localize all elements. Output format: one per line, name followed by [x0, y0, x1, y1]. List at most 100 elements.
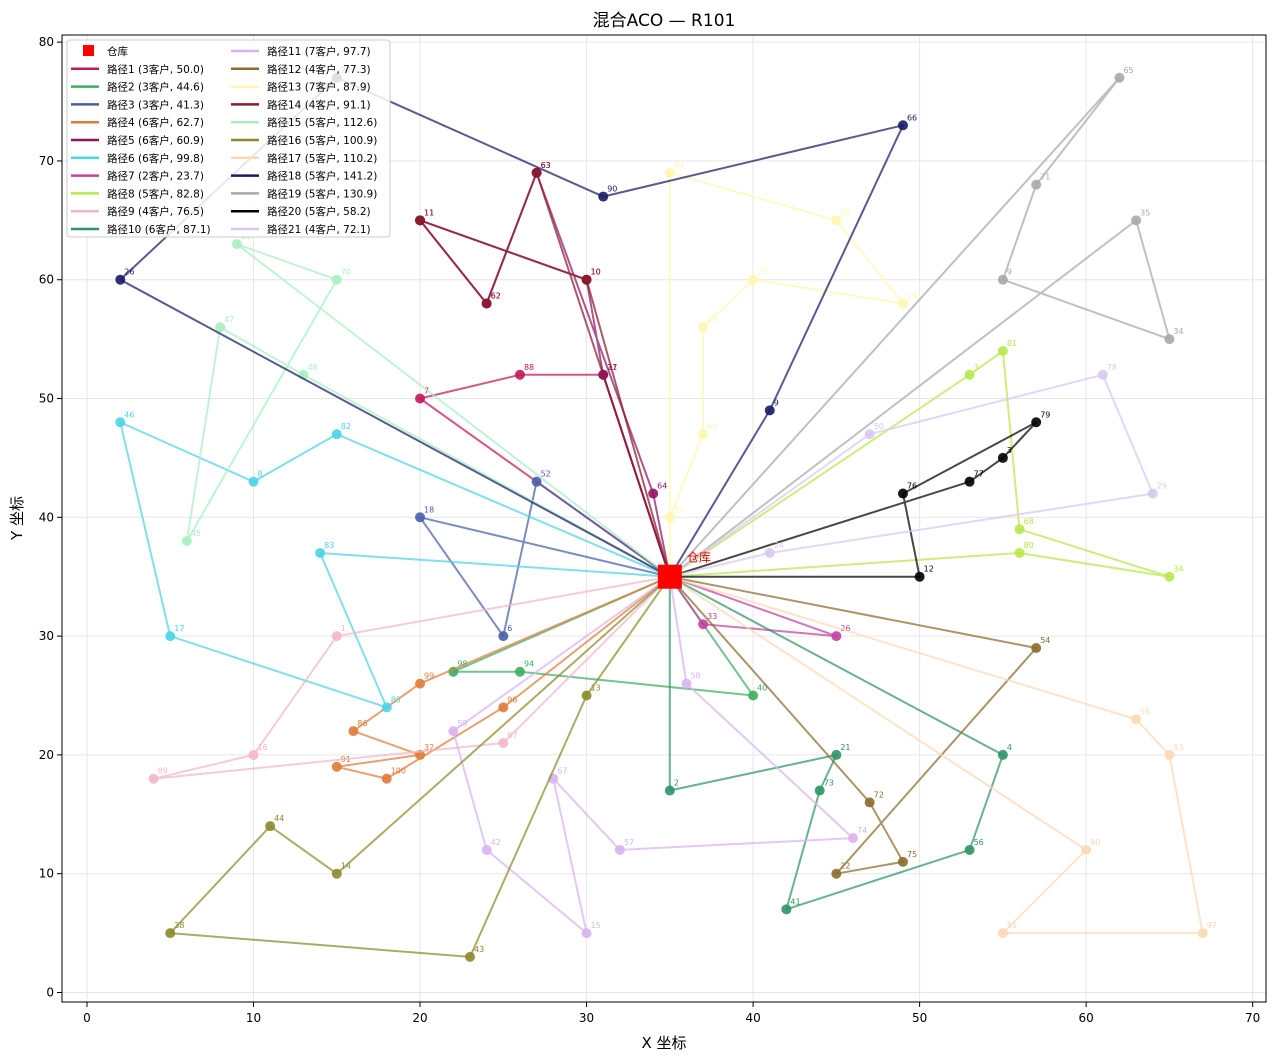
customer-id-label: 48 — [307, 363, 317, 372]
customer-point — [498, 702, 509, 713]
customer-id-label: 29 — [1157, 482, 1167, 491]
x-tick-label: 40 — [745, 1011, 760, 1025]
route-14: 63 62 11 10 — [415, 161, 671, 578]
customer-point — [165, 928, 176, 939]
customer-id-label: 1 — [341, 624, 346, 633]
customer-point — [481, 844, 492, 855]
customer-point — [1164, 571, 1175, 582]
customer-id-label: 2 — [674, 779, 679, 788]
customer-id-label: 9 — [1007, 268, 1012, 277]
customer-id-label: 54 — [1040, 636, 1050, 645]
customer-point — [415, 678, 426, 689]
customer-point — [165, 631, 176, 642]
legend-entry: 路径3 (3客户, 41.3) — [107, 98, 204, 111]
customer-point — [748, 690, 759, 701]
customer-point — [698, 619, 709, 630]
customer-point — [897, 298, 908, 309]
customer-id-label: 4 — [1007, 743, 1012, 752]
customer-id-label: 44 — [274, 814, 284, 823]
customer-id-label: 51 — [1007, 921, 1017, 930]
customer-point — [897, 488, 908, 499]
y-tick-label: 10 — [39, 867, 54, 881]
legend-entry: 路径20 (5客户, 58.2) — [267, 205, 371, 218]
legend-entry: 路径5 (6客户, 60.9) — [107, 134, 204, 147]
customer-id-label: 94 — [524, 660, 534, 669]
customer-id-label: 47 — [224, 315, 234, 324]
customer-point — [1031, 417, 1042, 428]
customer-point — [964, 844, 975, 855]
customer-id-label: 84 — [674, 161, 684, 170]
customer-id-label: 97 — [1207, 921, 1217, 930]
customer-id-label: 78 — [1107, 363, 1117, 372]
route-13: 84 35 19 20 23 49 93 — [664, 161, 917, 577]
customer-id-label: 10 — [591, 268, 601, 277]
route-19: 65 71 9 34 35 — [669, 66, 1184, 578]
customer-id-label: 99 — [424, 672, 434, 681]
plot-frame — [61, 34, 1267, 1003]
legend-entry: 路径13 (7客户, 87.9) — [267, 81, 371, 94]
customer-id-label: 15 — [591, 921, 601, 930]
route-20: 12 76 79 3 77 — [669, 410, 1050, 582]
customer-id-label: 19 — [907, 291, 917, 300]
route-line — [668, 575, 1004, 911]
route-6: 82 8 46 17 85 83 — [115, 410, 671, 713]
customer-point — [748, 274, 759, 285]
customer-id-label: 34 — [1173, 565, 1183, 574]
grid — [62, 35, 1266, 1002]
customer-id-label: 52 — [541, 470, 551, 479]
customer-id-label: 71 — [1040, 173, 1050, 182]
customer-id-label: 23 — [707, 315, 717, 324]
customer-point — [1014, 524, 1025, 535]
customer-id-label: 96 — [507, 695, 517, 704]
legend-entry: 路径10 (6客户, 87.1) — [107, 223, 211, 236]
customer-point — [331, 631, 342, 642]
customer-id-label: 17 — [174, 624, 184, 633]
customer-point — [531, 476, 542, 487]
customer-point — [997, 749, 1008, 760]
customer-id-label: 32 — [424, 743, 434, 752]
route-line — [669, 373, 1154, 578]
customer-id-label: 24 — [774, 541, 784, 550]
customer-point — [514, 666, 525, 677]
customer-id-label: 41 — [790, 897, 800, 906]
x-axis-label: X 坐标 — [641, 1034, 686, 1052]
customer-id-label: 42 — [491, 838, 501, 847]
customer-id-label: 80 — [1024, 541, 1034, 550]
legend-entry: 路径11 (7客户, 97.7) — [267, 45, 371, 58]
customer-point — [997, 345, 1008, 356]
customer-point — [464, 951, 475, 962]
customer-id-label: 63 — [541, 161, 551, 170]
customer-id-label: 45 — [191, 529, 201, 538]
customer-id-label: 76 — [907, 482, 917, 491]
y-tick-label: 20 — [39, 748, 54, 762]
customer-point — [897, 120, 908, 131]
customer-point — [1014, 547, 1025, 558]
customer-id-label: 49 — [707, 422, 717, 431]
customer-point — [498, 631, 509, 642]
customer-id-label: 22 — [840, 862, 850, 871]
legend-depot-swatch — [83, 45, 94, 56]
route-line — [419, 171, 671, 578]
customer-point — [181, 536, 192, 547]
y-tick-label: 40 — [39, 510, 54, 524]
customer-id-label: 21 — [840, 743, 850, 752]
customer-id-label: 34 — [1173, 327, 1183, 336]
customer-id-label: 89 — [158, 767, 168, 776]
customer-id-label: 26 — [124, 268, 134, 277]
customer-id-label: 53 — [1173, 743, 1183, 752]
legend-entry: 路径4 (6客户, 62.7) — [107, 116, 204, 129]
customer-point — [664, 512, 675, 523]
customer-id-label: 14 — [341, 862, 351, 871]
customer-point — [1031, 642, 1042, 653]
customer-point — [864, 797, 875, 808]
legend-entry: 路径15 (5客户, 112.6) — [267, 116, 377, 129]
customer-point — [1197, 928, 1208, 939]
route-15: 4847457069 — [181, 232, 671, 578]
customer-point — [531, 167, 542, 178]
customer-point — [1131, 215, 1142, 226]
customer-id-label: 59 — [457, 719, 467, 728]
route-12: 72 75 22 54 — [669, 575, 1050, 879]
